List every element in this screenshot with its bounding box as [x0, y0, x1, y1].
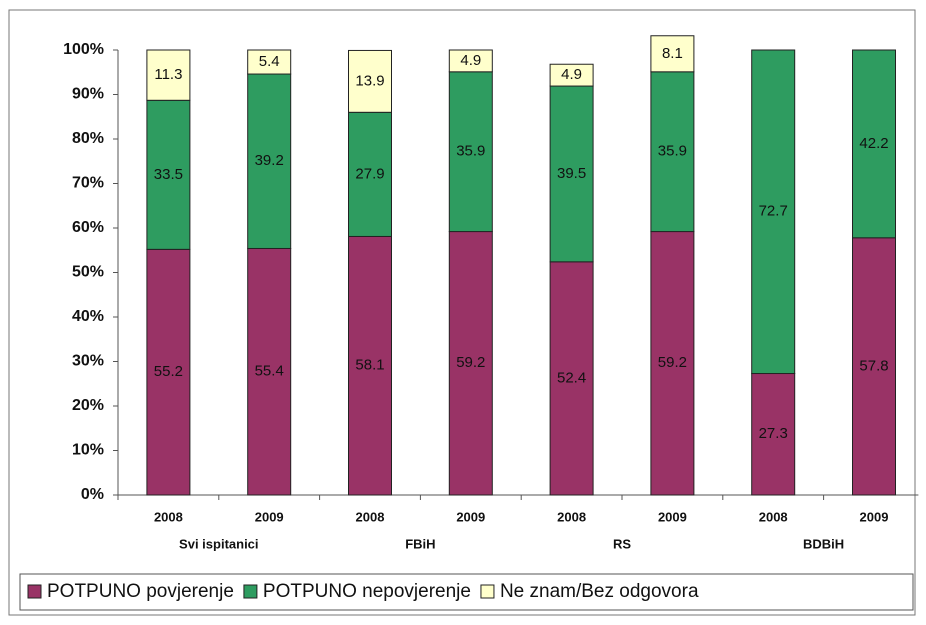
- y-tick-label: 30%: [72, 353, 104, 370]
- data-label: 52.4: [557, 369, 586, 386]
- legend-swatch: [480, 584, 495, 599]
- legend-label: POTPUNO povjerenje: [47, 581, 234, 602]
- data-label: 58.1: [355, 357, 384, 374]
- bar-segment: [549, 63, 594, 87]
- legend-label: Ne znam/Bez odgovora: [500, 581, 699, 602]
- data-label: 27.3: [759, 425, 788, 442]
- x-tick-label: 2008: [154, 509, 183, 524]
- bar-segment: [247, 73, 292, 249]
- group-label: Svi ispitanici: [179, 536, 258, 551]
- y-tick-label: 40%: [72, 308, 104, 325]
- bar-segment: [448, 49, 493, 73]
- data-label: 35.9: [456, 143, 485, 160]
- y-tick-label: 60%: [72, 219, 104, 236]
- bar-segment: [549, 85, 594, 263]
- bar-segment: [650, 35, 695, 73]
- x-tick-label: 2009: [658, 509, 687, 524]
- bar-segment: [650, 231, 695, 496]
- data-label: 4.9: [561, 66, 582, 83]
- legend-swatch: [27, 584, 42, 599]
- y-tick-label: 90%: [72, 86, 104, 103]
- data-label: 35.9: [658, 143, 687, 160]
- bar-segment: [348, 49, 392, 113]
- data-label: 72.7: [759, 203, 788, 220]
- legend-box: [19, 573, 914, 611]
- bar-segment: [146, 49, 191, 101]
- x-tick-label: 2008: [759, 509, 788, 524]
- data-label: 59.2: [658, 354, 687, 371]
- x-tick-label: 2009: [860, 509, 889, 524]
- data-label: 39.2: [255, 152, 284, 169]
- y-tick-label: 50%: [72, 264, 104, 281]
- group-label: BDBiH: [803, 536, 844, 551]
- data-label: 33.5: [154, 166, 183, 183]
- bar-segment: [852, 237, 896, 496]
- data-label: 55.4: [255, 363, 284, 380]
- data-label: 59.2: [456, 354, 485, 371]
- y-tick-label: 10%: [72, 442, 104, 459]
- x-tick-label: 2008: [557, 509, 586, 524]
- bar-segment: [852, 49, 896, 239]
- bar-segment: [247, 49, 292, 75]
- group-label: FBiH: [405, 536, 435, 551]
- y-tick-label: 80%: [72, 130, 104, 147]
- bar-segment: [348, 235, 392, 496]
- group-label: RS: [613, 536, 631, 551]
- x-tick-label: 2009: [255, 509, 284, 524]
- data-label: 5.4: [259, 53, 280, 70]
- bar-segment: [751, 49, 796, 375]
- data-label: 57.8: [859, 357, 888, 374]
- data-label: 11.3: [154, 66, 182, 83]
- data-label: 42.2: [859, 135, 888, 152]
- y-tick-label: 0%: [81, 486, 104, 503]
- bar-segment: [650, 71, 695, 233]
- data-label: 13.9: [355, 72, 384, 89]
- data-label: 27.9: [355, 165, 384, 182]
- data-label: 55.2: [154, 363, 183, 380]
- bar-segment: [247, 247, 292, 496]
- y-tick-label: 100%: [63, 41, 104, 58]
- bar-segment: [348, 111, 392, 237]
- data-label: 4.9: [460, 52, 481, 69]
- x-tick-label: 2008: [356, 509, 385, 524]
- data-label: 39.5: [557, 165, 586, 182]
- x-tick-label: 2009: [456, 509, 485, 524]
- legend-label: POTPUNO nepovjerenje: [263, 581, 471, 602]
- legend-swatch: [243, 584, 258, 599]
- y-tick-label: 20%: [72, 397, 104, 414]
- y-tick-label: 70%: [72, 175, 104, 192]
- data-label: 8.1: [662, 45, 683, 62]
